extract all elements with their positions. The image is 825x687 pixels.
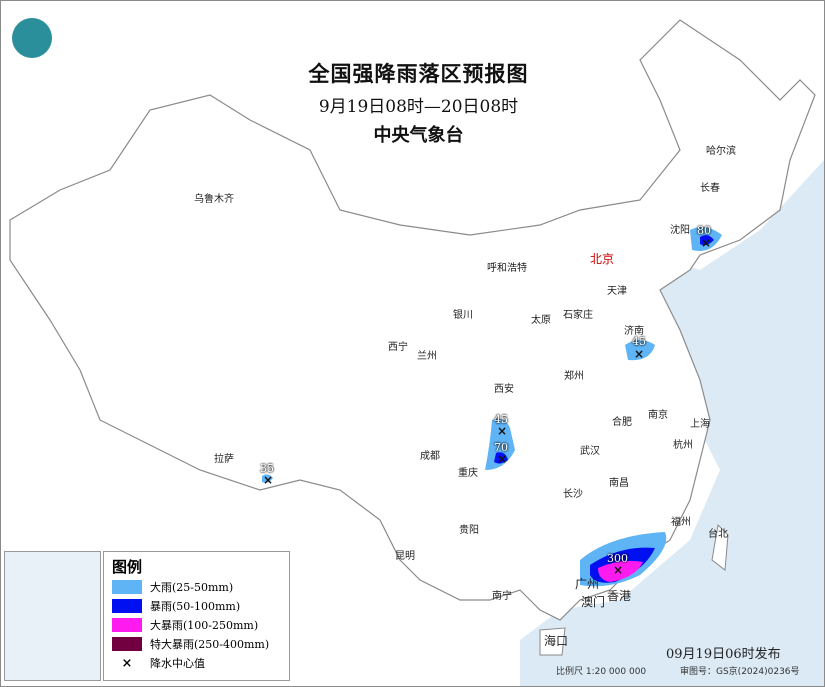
city-hongkong: 香港 — [607, 589, 632, 603]
city-wuhan: 武汉 — [580, 446, 600, 457]
city-nanchang: 南昌 — [609, 478, 629, 489]
map-scale: 比例尺 1:20 000 000 — [556, 667, 647, 677]
legend-item: 大雨(25-50mm) — [112, 579, 233, 595]
legend-title: 图例 — [112, 558, 143, 576]
city-fuzhou: 福州 — [671, 517, 691, 528]
city-hangzhou: 杭州 — [673, 440, 693, 451]
rain-area-sichuan — [485, 418, 515, 470]
city-shanghai: 上海 — [690, 419, 710, 430]
issue-time: 09月19日06时发布 — [666, 647, 781, 662]
city-jinan: 济南 — [624, 326, 644, 337]
agency: 中央气象台 — [373, 125, 464, 146]
rain-area-sichuan-heavy — [494, 452, 508, 464]
legend-item: × 降水中心值 — [112, 655, 205, 671]
rain-center-value: 300 — [607, 552, 628, 565]
legend-item: 大暴雨(100-250mm) — [112, 617, 258, 633]
rain-center-value: 70 — [494, 441, 508, 454]
city-xian: 西安 — [494, 384, 514, 395]
rain-area-liaoning-heavy — [700, 235, 714, 246]
city-hohhot: 呼和浩特 — [487, 263, 527, 274]
cross-icon: × — [701, 236, 712, 250]
hainan — [539, 627, 566, 656]
rain-area-tibet — [262, 474, 273, 483]
city-hefei: 合肥 — [612, 417, 632, 428]
cross-icon: × — [497, 424, 508, 438]
city-macau: 澳门 — [581, 595, 606, 609]
city-taiyuan: 太原 — [531, 315, 551, 326]
taiwan — [711, 523, 729, 571]
south-china-sea-inset — [4, 551, 101, 681]
rain-area-guangdong-severe — [598, 560, 643, 582]
rain-area-shandong — [625, 340, 655, 361]
review-number: 审图号：GS京(2024)0236号 — [680, 667, 800, 677]
city-lhasa: 拉萨 — [214, 454, 234, 465]
city-urumqi: 乌鲁木齐 — [194, 194, 234, 205]
city-beijing: 北京 — [590, 252, 615, 266]
cross-icon: × — [613, 563, 624, 577]
city-harbin: 哈尔滨 — [706, 146, 736, 157]
city-changsha: 长沙 — [563, 489, 583, 500]
city-haikou: 海口 — [544, 634, 569, 648]
city-lanzhou: 兰州 — [417, 351, 437, 362]
city-guiyang: 贵阳 — [459, 525, 479, 536]
rain-center-value: 45 — [632, 335, 646, 348]
city-nanning: 南宁 — [492, 591, 512, 602]
forecast-period: 9月19日08时—20日08时 — [318, 97, 519, 117]
city-changchun: 长春 — [700, 183, 720, 194]
sea — [520, 160, 824, 686]
city-nanjing: 南京 — [648, 410, 668, 421]
china-border — [9, 19, 816, 621]
city-shenyang: 沈阳 — [670, 225, 690, 236]
cross-icon: × — [121, 656, 133, 671]
cross-icon: × — [263, 473, 274, 487]
city-taipei: 台北 — [708, 529, 728, 540]
city-guangzhou: 广州 — [575, 577, 600, 591]
rain-center-value: 80 — [697, 224, 711, 237]
city-tianjin: 天津 — [607, 286, 627, 297]
legend: 图例 大雨(25-50mm) 暴雨(50-100mm) 大暴雨(100-250m… — [103, 551, 290, 681]
cross-icon: × — [497, 452, 508, 466]
cma-logo — [12, 18, 52, 58]
city-kunming: 昆明 — [395, 551, 415, 562]
city-chengdu: 成都 — [420, 451, 440, 462]
rain-center-value: 35 — [260, 462, 274, 475]
city-xining: 西宁 — [388, 342, 408, 353]
city-shijiazhuang: 石家庄 — [563, 310, 593, 321]
map-title: 全国强降雨落区预报图 — [308, 62, 529, 86]
city-chongqing: 重庆 — [458, 468, 478, 479]
city-zhengzhou: 郑州 — [564, 371, 584, 382]
rain-center-value: 45 — [494, 413, 508, 426]
legend-item: 暴雨(50-100mm) — [112, 598, 240, 614]
legend-item: 特大暴雨(250-400mm) — [112, 636, 269, 652]
city-yinchuan: 银川 — [453, 310, 473, 321]
cross-icon: × — [634, 347, 645, 361]
